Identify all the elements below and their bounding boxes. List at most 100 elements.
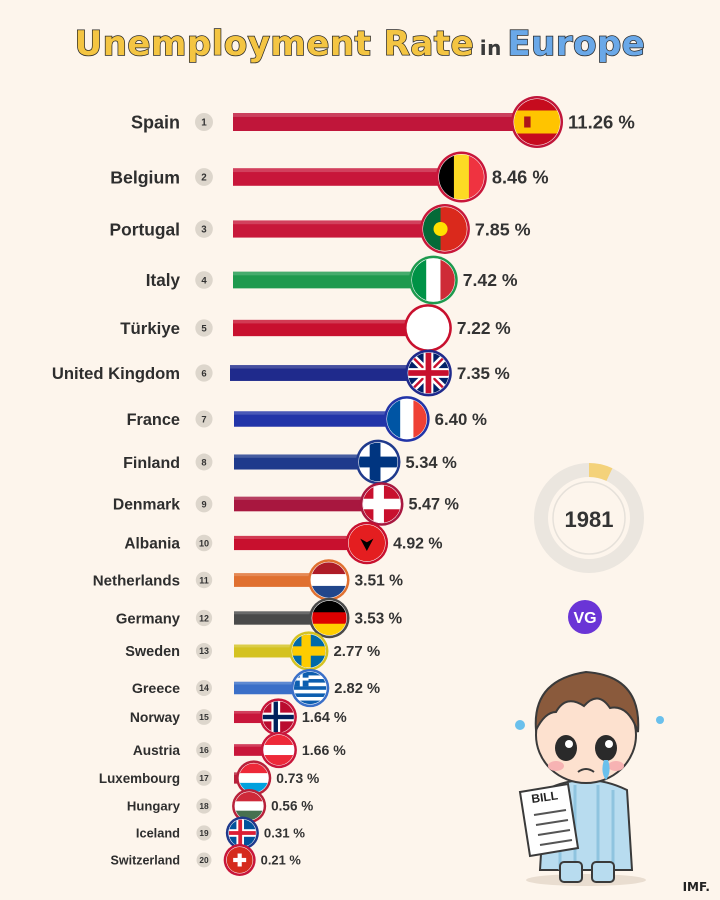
crying-boy-illustration: BILL xyxy=(515,670,664,886)
bill-label: BILL xyxy=(530,788,558,806)
bar xyxy=(230,365,429,381)
flag-part xyxy=(311,585,347,598)
rank-badge xyxy=(195,642,213,660)
flag-body xyxy=(263,734,294,766)
flag-body xyxy=(423,207,467,251)
bar xyxy=(233,220,445,238)
country-label: Spain xyxy=(131,112,180,132)
bar-row-switzerland: Switzerland 20 0.21 % xyxy=(111,844,302,876)
bar-highlight xyxy=(234,710,279,714)
bar xyxy=(234,454,379,470)
title-part-2: in xyxy=(479,36,502,60)
rank-badge xyxy=(195,609,213,627)
country-label: Luxembourg xyxy=(99,771,180,786)
rank-badge xyxy=(195,571,213,589)
value-label: 0.73 % xyxy=(276,771,319,786)
bar-row-iceland: Iceland 19 0.31 % xyxy=(136,816,305,850)
year-dial-center xyxy=(552,481,626,555)
iceland-flag-icon xyxy=(228,819,256,847)
country-label: Germany xyxy=(116,611,181,627)
rank-number: 10 xyxy=(199,538,209,548)
flag-part xyxy=(233,857,247,863)
flag-part xyxy=(386,399,401,439)
albania-flag-icon xyxy=(348,524,386,562)
bar-highlight xyxy=(233,113,538,117)
bar-row-austria: Austria 16 1.66 % xyxy=(133,731,346,769)
value-label: 1.64 % xyxy=(302,710,347,726)
rank-badge xyxy=(195,220,213,238)
rank-badge xyxy=(196,852,212,868)
flag-part xyxy=(293,671,327,676)
value-label: 2.82 % xyxy=(334,681,380,697)
flag-part xyxy=(312,600,347,613)
bar-row-luxembourg: Luxembourg 17 0.73 % xyxy=(99,760,319,796)
rank-number: 6 xyxy=(201,368,206,379)
flag-part xyxy=(468,154,484,200)
value-label: 7.35 % xyxy=(457,364,510,383)
finland-flag-icon xyxy=(358,442,398,482)
value-label: 8.46 % xyxy=(492,167,549,187)
flag-part xyxy=(360,538,374,552)
rank-badge xyxy=(195,495,213,513)
rank-number: 12 xyxy=(199,613,209,623)
rank-number: 14 xyxy=(199,683,209,693)
bar-row-france: France 7 6.40 % xyxy=(127,396,487,442)
rank-number: 4 xyxy=(201,276,207,287)
bar xyxy=(234,744,279,756)
value-label: 0.21 % xyxy=(261,853,302,868)
bar xyxy=(234,681,311,695)
bar xyxy=(234,611,330,625)
flag-part xyxy=(235,791,264,802)
bar-row-denmark: Denmark 9 5.47 % xyxy=(113,482,459,526)
bar xyxy=(233,168,462,186)
value-label: 7.42 % xyxy=(463,270,518,290)
bar-row-united-kingdom: United Kingdom 6 7.35 % xyxy=(52,349,510,397)
bar-row-belgium: Belgium 2 8.46 % xyxy=(110,151,549,203)
hungary-flag-icon xyxy=(235,791,264,821)
switzerland-flag-icon xyxy=(226,847,253,873)
flag-part xyxy=(293,686,327,691)
flag-part xyxy=(312,623,347,636)
flag-part xyxy=(293,679,327,684)
bar xyxy=(233,271,434,289)
flag-part xyxy=(433,221,448,237)
flag-part xyxy=(293,675,327,680)
belgium-flag-icon xyxy=(438,154,484,200)
rank-badge xyxy=(196,709,212,725)
vg-logo-circle xyxy=(568,600,602,634)
flag-part xyxy=(263,744,294,756)
norway-flag-icon xyxy=(262,701,294,733)
rank-badge xyxy=(195,168,213,186)
bar-row-tu-rkiye: Türkiye 5 7.22 % xyxy=(120,304,511,352)
flag-part xyxy=(235,810,264,821)
vg-logo-text: VG xyxy=(573,610,596,627)
greece-flag-icon xyxy=(293,671,327,705)
flag-part xyxy=(228,831,256,835)
value-label: 6.40 % xyxy=(435,410,487,429)
bar-row-netherlands: Netherlands 11 3.51 % xyxy=(93,559,403,601)
country-label: Albania xyxy=(124,536,180,553)
rank-number: 11 xyxy=(199,575,209,585)
flag-part xyxy=(263,755,294,766)
value-label: 4.92 % xyxy=(393,536,442,553)
title-part-3: Europe xyxy=(507,23,646,65)
country-label: Türkiye xyxy=(120,319,180,338)
flag-part xyxy=(239,763,269,774)
chart-title: Unemployment Rate in Europe xyxy=(0,23,720,65)
flag-part xyxy=(235,801,264,812)
country-label: Hungary xyxy=(127,799,181,814)
country-label: Switzerland xyxy=(111,854,180,868)
flag-part xyxy=(440,258,455,302)
rank-number: 8 xyxy=(201,457,206,467)
rank-number: 16 xyxy=(199,745,209,755)
rank-badge xyxy=(196,742,212,758)
flag-part xyxy=(514,122,561,134)
value-label: 7.85 % xyxy=(475,219,531,239)
germany-flag-icon xyxy=(312,600,347,636)
value-label: 2.77 % xyxy=(333,643,380,660)
flag-part xyxy=(423,207,441,251)
flag-part xyxy=(262,714,294,720)
luxembourg-flag-icon xyxy=(239,763,269,793)
flag-body xyxy=(262,701,294,733)
flag-body xyxy=(226,847,253,873)
